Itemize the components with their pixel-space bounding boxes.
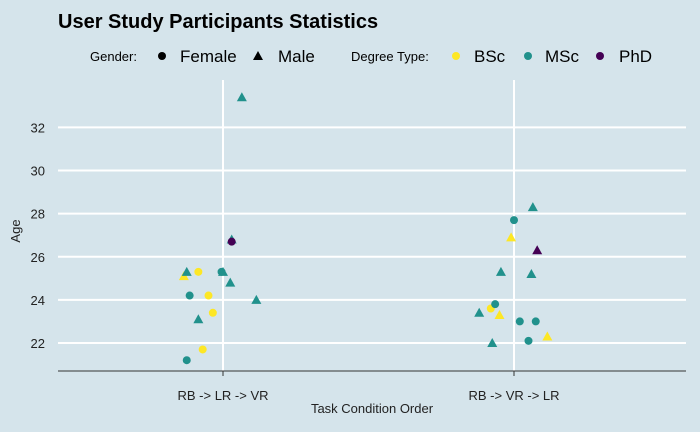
point-male-msc bbox=[251, 294, 262, 304]
point-male-msc bbox=[527, 202, 538, 212]
data-points bbox=[178, 92, 553, 365]
x-tick-label: RB -> LR -> VR bbox=[177, 388, 268, 403]
legend-male-triangle-icon bbox=[253, 51, 263, 60]
legend-msc-label: MSc bbox=[545, 47, 580, 66]
point-male-bsc bbox=[506, 232, 517, 242]
point-female-msc bbox=[185, 291, 194, 300]
chart-title: User Study Participants Statistics bbox=[58, 11, 378, 33]
point-female-msc bbox=[524, 336, 533, 345]
point-male-phd bbox=[532, 245, 543, 255]
point-male-msc bbox=[218, 266, 228, 276]
point-female-msc bbox=[531, 317, 540, 326]
point-female-bsc bbox=[198, 345, 207, 354]
point-male-msc bbox=[193, 314, 204, 324]
point-female-msc bbox=[182, 356, 191, 365]
point-male-msc bbox=[495, 266, 506, 276]
legend-bsc-swatch-icon bbox=[452, 52, 460, 60]
point-female-bsc bbox=[194, 267, 203, 276]
y-tick-label: 26 bbox=[31, 250, 45, 265]
y-tick-label: 28 bbox=[31, 207, 45, 222]
y-tick-label: 32 bbox=[31, 120, 45, 135]
legend-female-circle-icon bbox=[158, 52, 166, 60]
legend-male-label: Male bbox=[278, 47, 315, 66]
legend-msc-swatch-icon bbox=[524, 52, 532, 60]
point-female-msc bbox=[491, 300, 500, 309]
x-tick-label: RB -> VR -> LR bbox=[468, 388, 559, 403]
legend: Gender: Female Male Degree Type: BSc MSc… bbox=[90, 47, 652, 66]
point-male-msc bbox=[236, 92, 247, 102]
legend-bsc-label: BSc bbox=[474, 47, 506, 66]
point-male-bsc bbox=[494, 309, 505, 319]
gridlines bbox=[58, 80, 686, 371]
y-axis-title: Age bbox=[8, 219, 23, 242]
point-female-msc bbox=[515, 317, 524, 326]
y-tick-label: 30 bbox=[31, 164, 45, 179]
point-male-msc bbox=[487, 337, 498, 347]
y-tick-label: 24 bbox=[31, 293, 45, 308]
x-axis-title: Task Condition Order bbox=[311, 401, 434, 416]
legend-female-label: Female bbox=[180, 47, 237, 66]
legend-gender-title: Gender: bbox=[90, 49, 137, 64]
legend-phd-swatch-icon bbox=[596, 52, 604, 60]
point-female-msc bbox=[510, 216, 518, 225]
point-male-msc bbox=[181, 266, 192, 276]
point-male-msc bbox=[526, 269, 537, 278]
y-axis-ticks: 22 24 26 28 30 32 bbox=[31, 120, 45, 351]
point-male-bsc bbox=[542, 331, 553, 341]
y-tick-label: 22 bbox=[31, 336, 45, 351]
point-male-msc bbox=[474, 307, 485, 317]
legend-phd-label: PhD bbox=[619, 47, 652, 66]
x-axis-ticks: RB -> LR -> VR RB -> VR -> LR bbox=[177, 371, 560, 403]
point-female-bsc bbox=[204, 291, 213, 300]
point-male-msc bbox=[225, 277, 236, 287]
point-female-phd bbox=[227, 237, 236, 246]
point-female-bsc bbox=[208, 308, 217, 317]
legend-degree-title: Degree Type: bbox=[351, 49, 429, 64]
